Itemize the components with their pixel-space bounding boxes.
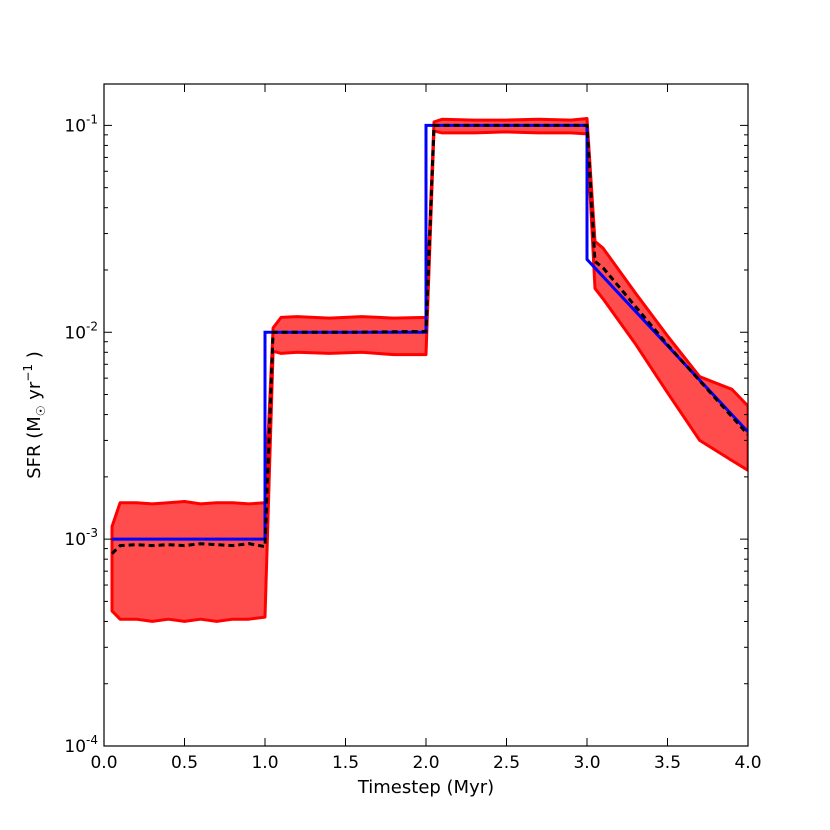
median-line xyxy=(110,123,748,555)
y-tick-exponent: -3 xyxy=(86,526,98,540)
x-tick-label: 0.5 xyxy=(171,753,198,773)
y-axis-label-middle: yr xyxy=(24,381,45,405)
y-tick-exponent: -1 xyxy=(86,112,98,126)
y-tick-label: 10-3 xyxy=(64,526,98,550)
y-tick-base: 10 xyxy=(64,323,86,343)
x-tick-label: 0.0 xyxy=(90,753,117,773)
x-tick-label: 4.0 xyxy=(734,753,761,773)
x-tick-label: 2.5 xyxy=(493,753,520,773)
y-tick-label: 10-2 xyxy=(64,319,98,343)
y-axis-label-sun-symbol: ☉ xyxy=(34,405,48,416)
y-tick-label: 10-1 xyxy=(64,112,98,136)
x-tick-label: 3.0 xyxy=(573,753,600,773)
y-axis-label: SFR (M☉ yr−1 ) xyxy=(21,351,48,479)
x-axis-label: Timestep (Myr) xyxy=(357,777,494,798)
y-tick-base: 10 xyxy=(64,530,86,550)
x-tick-label: 2.0 xyxy=(412,753,439,773)
y-tick-exponent: -2 xyxy=(86,319,98,333)
y-tick-base: 10 xyxy=(64,116,86,136)
x-tick-label: 1.0 xyxy=(251,753,278,773)
y-axis-label-suffix: ) xyxy=(24,351,45,364)
y-tick-exponent: -4 xyxy=(86,733,98,747)
line-layer xyxy=(110,123,748,555)
y-axis-label-prefix: SFR (M xyxy=(24,416,45,479)
input-sfr-line xyxy=(112,123,748,541)
y-tick-base: 10 xyxy=(64,737,86,757)
x-tick-label: 3.5 xyxy=(654,753,681,773)
y-axis-label-exponent: −1 xyxy=(21,364,35,382)
range-band xyxy=(110,117,748,623)
y-tick-label: 10-4 xyxy=(64,733,98,757)
band-layer xyxy=(110,117,748,623)
x-tick-label: 1.5 xyxy=(332,753,359,773)
tick-layer: 0.0 0.5 1.0 1.5 2.0 2.5 3.0 3.5 4.010-410-310-21… xyxy=(64,84,762,773)
